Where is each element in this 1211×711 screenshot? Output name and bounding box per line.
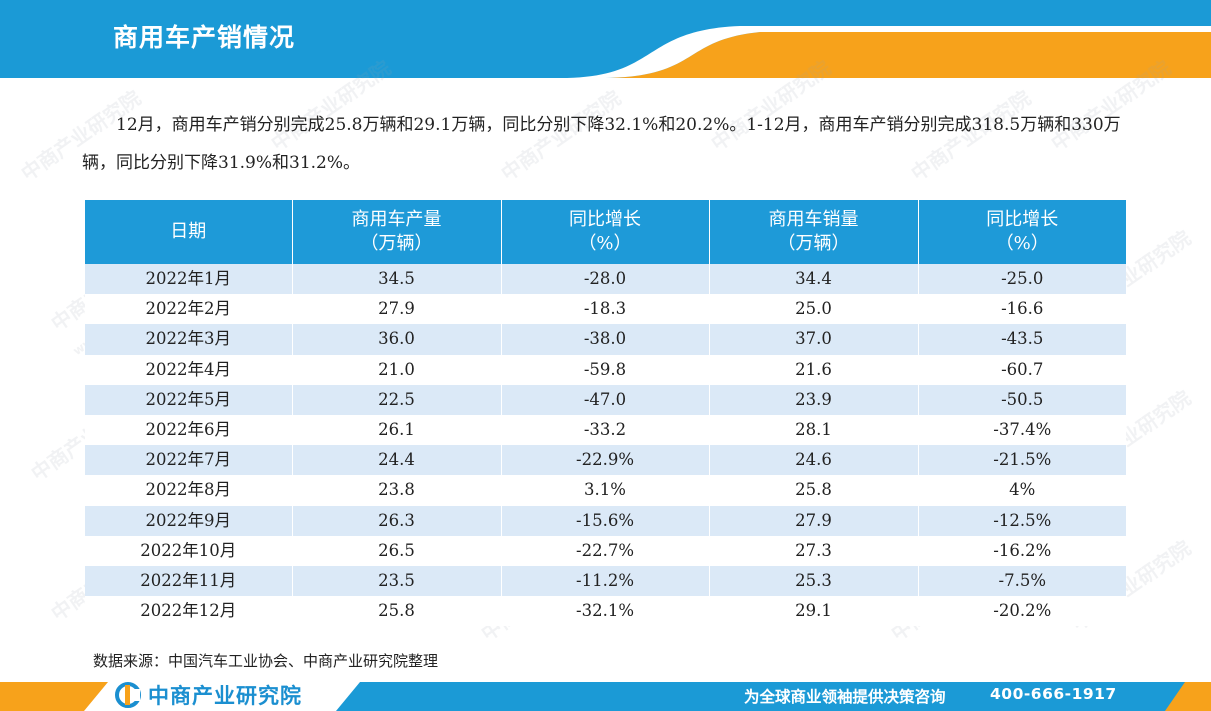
footer-decoration	[0, 682, 1211, 711]
table-row: 2022年9月 26.3 -15.6% 27.9 -12.5%	[85, 505, 1126, 536]
cell-production-yoy: 3.1%	[501, 475, 710, 506]
cell-sales: 34.4	[709, 264, 919, 295]
column-header-production-yoy: 同比增长 （%）	[501, 200, 710, 264]
cell-production-yoy: -47.0	[501, 384, 710, 415]
cell-production: 22.5	[292, 384, 502, 415]
cell-sales: 21.6	[709, 354, 919, 385]
cell-sales-yoy: -25.0	[918, 264, 1126, 295]
cell-production: 26.3	[292, 505, 502, 536]
cell-sales-yoy: -7.5%	[918, 565, 1126, 597]
table-row: 2022年10月 26.5 -22.7% 27.3 -16.2%	[85, 535, 1126, 566]
cell-production-yoy: -28.0	[501, 264, 710, 295]
column-header-sales: 商用车销量 （万辆）	[709, 200, 919, 264]
cell-production: 24.4	[292, 445, 502, 476]
cell-sales: 24.6	[709, 445, 919, 476]
table-row: 2022年11月 23.5 -11.2% 25.3 -7.5%	[85, 565, 1126, 597]
cell-date: 2022年4月	[85, 354, 293, 385]
table-row: 2022年7月 24.4 -22.9% 24.6 -21.5%	[85, 445, 1126, 476]
table-row: 2022年1月 34.5 -28.0 34.4 -25.0	[85, 264, 1126, 295]
cell-sales-yoy: -12.5%	[918, 505, 1126, 536]
cell-sales: 29.1	[709, 596, 919, 627]
cell-production: 23.5	[292, 565, 502, 597]
column-header-date: 日期	[85, 200, 293, 264]
cell-date: 2022年7月	[85, 445, 293, 476]
cell-production-yoy: -38.0	[501, 324, 710, 355]
data-source-note: 数据来源：中国汽车工业协会、中商产业研究院整理	[93, 652, 439, 670]
company-logo: 中商产业研究院	[114, 681, 302, 709]
cell-sales: 37.0	[709, 324, 919, 355]
table-row: 2022年2月 27.9 -18.3 25.0 -16.6	[85, 294, 1126, 325]
cell-sales: 25.3	[709, 565, 919, 597]
cell-production: 26.5	[292, 535, 502, 566]
cell-production-yoy: -11.2%	[501, 565, 710, 597]
cell-date: 2022年8月	[85, 475, 293, 506]
cell-sales: 27.9	[709, 505, 919, 536]
cell-production: 27.9	[292, 294, 502, 325]
cell-sales-yoy: -50.5	[918, 384, 1126, 415]
cell-date: 2022年12月	[85, 596, 293, 627]
cell-sales-yoy: -21.5%	[918, 445, 1126, 476]
table-row: 2022年4月 21.0 -59.8 21.6 -60.7	[85, 354, 1126, 385]
cell-production-yoy: -59.8	[501, 354, 710, 385]
cell-production-yoy: -22.7%	[501, 535, 710, 566]
header-wave-decoration	[560, 26, 1211, 78]
cell-date: 2022年2月	[85, 294, 293, 325]
logo-text: 中商产业研究院	[148, 684, 302, 708]
table-row: 2022年6月 26.1 -33.2 28.1 -37.4%	[85, 414, 1126, 446]
cell-production-yoy: -33.2	[501, 414, 710, 446]
cell-production-yoy: -32.1%	[501, 596, 710, 627]
table-row: 2022年8月 23.8 3.1% 25.8 4%	[85, 475, 1126, 506]
page-title: 商用车产销情况	[113, 23, 296, 52]
logo-icon	[115, 682, 141, 708]
cell-sales: 28.1	[709, 414, 919, 446]
footer-bar	[0, 682, 1211, 711]
table-row: 2022年12月 25.8 -32.1% 29.1 -20.2%	[85, 596, 1126, 627]
header-banner: 商用车产销情况	[0, 0, 1211, 78]
cell-date: 2022年10月	[85, 535, 293, 566]
cell-date: 2022年6月	[85, 414, 293, 446]
cell-production: 23.8	[292, 475, 502, 506]
cell-sales-yoy: -43.5	[918, 324, 1126, 355]
table-header-row: 日期 商用车产量 （万辆） 同比增长 （%） 商用车销量 （万辆） 同比增长 （…	[85, 200, 1126, 264]
footer-phone: 400-666-1917	[990, 685, 1117, 703]
column-header-sales-yoy: 同比增长 （%）	[918, 200, 1126, 264]
cell-sales-yoy: -16.6	[918, 294, 1126, 325]
cell-date: 2022年1月	[85, 264, 293, 295]
column-header-production: 商用车产量 （万辆）	[292, 200, 502, 264]
cell-date: 2022年3月	[85, 324, 293, 355]
cell-sales: 27.3	[709, 535, 919, 566]
cell-sales: 25.0	[709, 294, 919, 325]
cell-production: 21.0	[292, 354, 502, 385]
table-row: 2022年5月 22.5 -47.0 23.9 -50.5	[85, 384, 1126, 415]
cell-production: 34.5	[292, 264, 502, 295]
cell-production-yoy: -22.9%	[501, 445, 710, 476]
cell-production: 36.0	[292, 324, 502, 355]
cell-sales-yoy: -60.7	[918, 354, 1126, 385]
cell-production: 25.8	[292, 596, 502, 627]
cell-sales: 23.9	[709, 384, 919, 415]
footer-slogan: 为全球商业领袖提供决策咨询	[744, 688, 946, 706]
cell-date: 2022年11月	[85, 565, 293, 597]
cell-sales: 25.8	[709, 475, 919, 506]
cell-sales-yoy: -16.2%	[918, 535, 1126, 566]
cell-production-yoy: -18.3	[501, 294, 710, 325]
cell-date: 2022年5月	[85, 384, 293, 415]
cell-sales-yoy: -37.4%	[918, 414, 1126, 446]
summary-paragraph: 12月，商用车产销分别完成25.8万辆和29.1万辆，同比分别下降32.1%和2…	[82, 115, 1121, 173]
production-sales-table: 日期 商用车产量 （万辆） 同比增长 （%） 商用车销量 （万辆） 同比增长 （…	[85, 200, 1126, 627]
cell-production-yoy: -15.6%	[501, 505, 710, 536]
cell-sales-yoy: 4%	[918, 475, 1126, 506]
table-body: 2022年1月 34.5 -28.0 34.4 -25.0 2022年2月 27.9 -18.…	[85, 264, 1126, 627]
cell-production: 26.1	[292, 414, 502, 446]
cell-date: 2022年9月	[85, 505, 293, 536]
cell-sales-yoy: -20.2%	[918, 596, 1126, 627]
table-row: 2022年3月 36.0 -38.0 37.0 -43.5	[85, 324, 1126, 355]
